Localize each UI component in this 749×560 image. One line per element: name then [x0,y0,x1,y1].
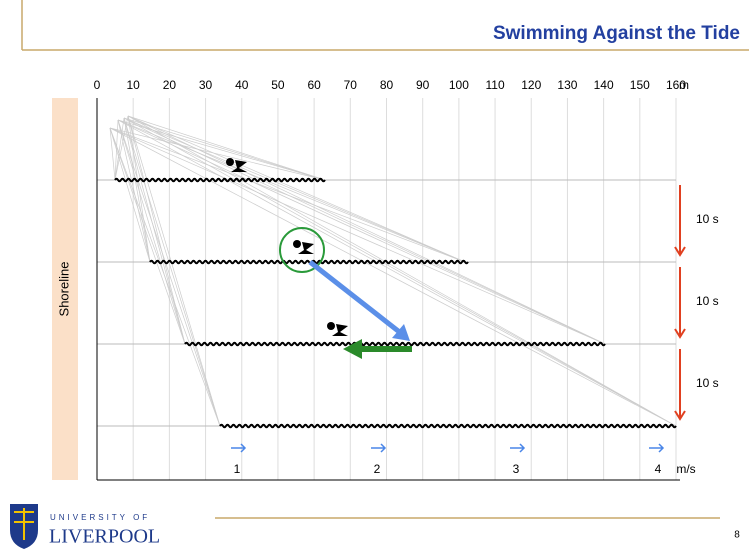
ray [109,127,326,181]
time-arrow-head [674,328,686,339]
shore-band [52,98,78,480]
tick-label: 110 [485,78,504,92]
ray [123,117,466,263]
wave [219,423,677,429]
tick-label: 80 [380,78,394,92]
wave [149,259,469,265]
ray [117,119,221,427]
speed-unit: m/s [676,462,695,476]
ray [127,115,466,263]
ray [127,115,221,427]
tick-label: 10 [127,78,141,92]
tick-label: 140 [594,78,614,92]
swimmers [226,158,348,336]
ray [123,117,677,427]
ray [117,119,151,263]
ray [127,115,186,345]
logo-small: UNIVERSITY OF [50,513,150,522]
ray [127,115,326,181]
ray [114,117,125,181]
ray [117,119,326,181]
tick-label: 50 [271,78,285,92]
ray [127,115,151,263]
ray [117,119,186,345]
shore-label: Shoreline [56,262,71,317]
tick-label: 30 [199,78,213,92]
grid: 0 10 20 30 40 50 60 70 80 90 100 110 120 130 140 150 160… [94,78,689,480]
tick-label: 70 [344,78,358,92]
speed-label: 4 [655,462,662,476]
interval-label: 10 s [696,212,719,226]
speed-arrow [371,443,387,453]
ray [127,115,677,427]
speed-arrow [510,443,526,453]
time-intervals: 10 s 10 s 10 s [674,185,719,421]
ray [109,127,677,427]
wave [184,341,606,347]
tick-label: 120 [521,78,541,92]
time-arrow-head [674,410,686,421]
highlight-circle [279,227,325,273]
speed-arrow [231,443,247,453]
logo-emblem [14,508,34,540]
ray [123,117,151,263]
ray [127,115,606,345]
tick-label: 130 [557,78,577,92]
resultant-arrow [308,260,404,336]
tick-label: 150 [630,78,650,92]
tick-label: 90 [416,78,430,92]
speed-label: 1 [234,462,241,476]
ray [117,119,677,427]
ray [123,117,326,181]
wave [114,177,326,183]
tick-label: 20 [163,78,177,92]
speed-arrow [649,443,665,453]
rays [109,115,677,427]
ray [114,119,119,181]
tick-label: 40 [235,78,249,92]
ray [117,119,466,263]
page-number: 8 [734,530,740,541]
title: Swimming Against the Tide [493,23,740,44]
interval-label: 10 s [696,294,719,308]
speed-label: 3 [513,462,520,476]
logo-name: LIVERPOOL [49,526,160,548]
tick-label: 160 [666,78,686,92]
waves [114,177,677,429]
ray [109,127,116,181]
speed-label: 2 [374,462,381,476]
ray [114,115,129,181]
time-arrow-head [674,246,686,257]
resultant-head [392,324,410,341]
ray [117,119,606,345]
interval-label: 10 s [696,376,719,390]
speed-scale: 1 2 3 4 m/s [231,443,696,476]
ray [123,117,221,427]
tick-label: 60 [307,78,321,92]
tick-label: 100 [449,78,469,92]
current-head [343,339,362,359]
tick-label: 0 [94,78,101,92]
ray [109,127,606,345]
ray [123,117,606,345]
axis-unit: m [679,78,689,92]
ray [109,127,186,345]
ray [109,127,151,263]
